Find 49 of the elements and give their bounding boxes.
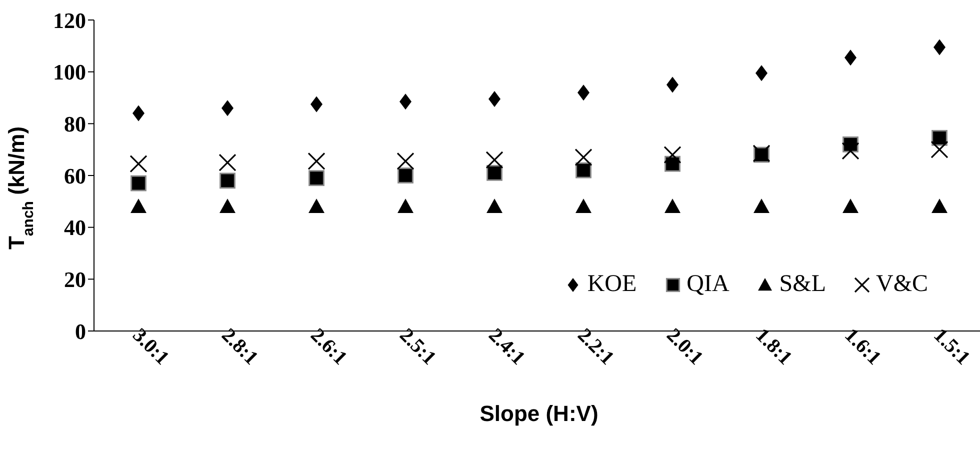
point — [130, 155, 148, 173]
point — [400, 94, 412, 110]
point — [486, 151, 504, 169]
legend-label: KOE — [587, 271, 637, 298]
point — [842, 198, 858, 213]
point — [664, 156, 680, 172]
point — [576, 162, 592, 178]
y-tick-label: 20 — [64, 266, 86, 292]
y-tick-label: 0 — [75, 318, 86, 344]
legend-label: V&C — [876, 271, 928, 298]
point — [844, 50, 856, 66]
point — [934, 39, 946, 56]
point — [578, 84, 590, 101]
point — [398, 168, 414, 184]
point — [486, 198, 502, 213]
point — [132, 105, 144, 122]
point — [576, 198, 592, 213]
point — [398, 198, 414, 213]
point — [220, 198, 236, 213]
point — [664, 198, 680, 213]
point — [218, 154, 236, 172]
point — [310, 96, 322, 112]
point — [754, 198, 770, 213]
point — [130, 198, 146, 213]
point — [664, 146, 682, 164]
point — [308, 152, 326, 170]
x-axis-title: Slope (H:V) — [480, 401, 598, 426]
point — [308, 198, 324, 213]
point — [308, 170, 324, 186]
y-tick-label: 100 — [53, 60, 86, 85]
point — [666, 76, 678, 93]
point — [932, 198, 948, 213]
point — [130, 175, 146, 192]
legend-label: QIA — [686, 271, 730, 298]
point — [488, 91, 500, 108]
y-tick-label: 120 — [53, 8, 86, 33]
y-tick-label: 80 — [64, 111, 86, 136]
point — [486, 164, 502, 181]
point — [842, 142, 860, 160]
point — [222, 100, 234, 116]
y-tick-label: 60 — [64, 163, 86, 188]
point — [574, 148, 592, 166]
point — [220, 172, 236, 189]
point — [930, 140, 948, 158]
y-tick-label: 40 — [64, 215, 86, 240]
point — [396, 152, 414, 170]
point — [756, 65, 768, 82]
legend-label: S&L — [779, 271, 826, 298]
point — [932, 130, 948, 146]
